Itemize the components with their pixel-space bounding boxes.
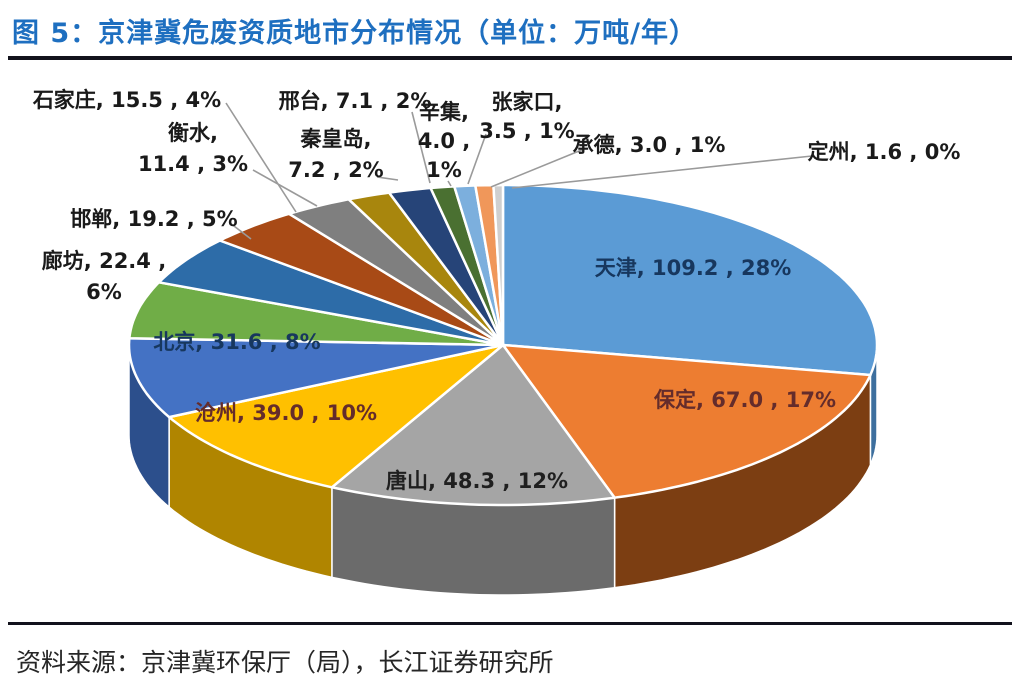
slice-label-廊坊: 廊坊, 22.4 , [42, 249, 166, 273]
pie-slice-邯郸 [157, 239, 505, 347]
slice-label-衡水: 11.4 , 3% [138, 152, 248, 176]
slice-label-唐山: 唐山, 48.3 , 12% [386, 469, 568, 493]
slice-label-辛集: 辛集, [419, 100, 469, 124]
slice-label-廊坊: 6% [86, 280, 122, 304]
pie-slice-北京 [127, 337, 505, 419]
leader-line-定州 [511, 155, 813, 189]
leader-line-衡水 [252, 169, 318, 207]
slice-label-张家口: 3.5 , 1% [479, 119, 574, 143]
source-note: 资料来源：京津冀环保厅（局），长江证券研究所 [16, 648, 554, 677]
slice-label-天津: 天津, 109.2 , 28% [595, 256, 792, 280]
leader-line-张家口 [467, 133, 487, 185]
slice-label-衡水: 衡水, [168, 121, 218, 145]
leader-line-邯郸 [229, 222, 252, 240]
slice-label-秦皇岛: 秦皇岛, [300, 127, 372, 151]
slice-label-秦皇岛: 7.2 , 2% [288, 158, 383, 182]
pie-slice-天津 [501, 183, 879, 377]
leader-line-邢台 [411, 111, 431, 184]
slice-label-辛集: 4.0 , [418, 129, 471, 153]
leader-line-石家庄 [225, 102, 297, 213]
slice-label-邯郸: 邯郸, 19.2 , 5% [70, 207, 237, 231]
title-divider [8, 56, 1012, 60]
figure-title: 图 5：京津冀危废资质地市分布情况（单位：万吨/年） [12, 18, 698, 49]
pie-slice-沧州 [167, 343, 505, 489]
pie-slice-石家庄 [218, 212, 505, 347]
slice-label-承德: 承德, 3.0 , 1% [573, 133, 726, 157]
slice-label-张家口: 张家口, [492, 90, 563, 114]
slice-label-沧州: 沧州, 39.0 , 10% [195, 401, 377, 425]
slice-label-邢台: 邢台, 7.1 , 2% [279, 89, 432, 113]
slice-label-定州: 定州, 1.6 , 0% [808, 140, 961, 164]
pie-slice-廊坊 [128, 281, 505, 347]
pie-slice-定州 [492, 183, 505, 347]
leader-line-秦皇岛 [376, 176, 399, 181]
slice-label-保定: 保定, 67.0 , 17% [653, 388, 836, 412]
slice-label-辛集: 1% [426, 158, 462, 182]
source-divider [8, 622, 1012, 625]
leader-line-辛集 [447, 180, 452, 187]
slice-label-石家庄: 石家庄, 15.5 , 4% [32, 88, 221, 112]
slice-label-北京: 北京, 31.6 , 8% [153, 330, 320, 354]
pie-slice-保定 [501, 343, 872, 499]
pie-slice-唐山 [330, 343, 616, 507]
leader-line-承德 [490, 148, 585, 188]
